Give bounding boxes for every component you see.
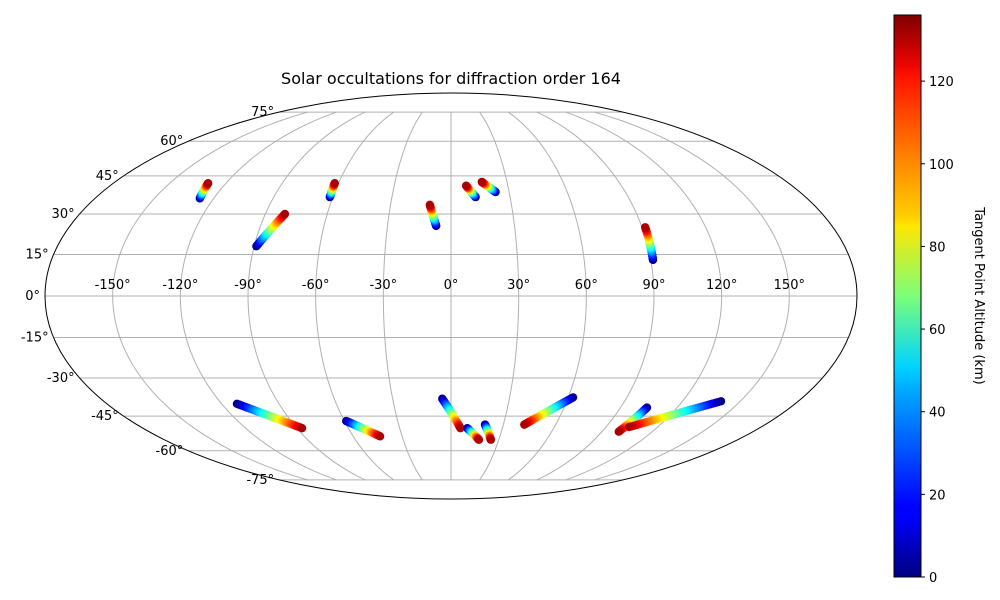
data-point [425,200,435,210]
colorbar [893,14,922,578]
chart-title: Solar occultations for diffraction order… [281,69,621,88]
colorbar-tick-label: 100 [929,158,954,173]
colorbar-tick-label: 60 [929,323,946,338]
occultation-track [477,177,500,197]
colorbar-tick-label: 120 [929,75,954,90]
occultation-track [252,209,290,251]
occultation-track [325,179,339,202]
x-tick-labels: -150° -120° -90° -60° -30° 0° 30° 60° 90° 120° 150… [95,278,805,293]
data-point [375,432,385,441]
x-tick-label: -150° [95,278,131,293]
occultation-track [425,200,441,231]
x-tick-label: -90° [234,278,262,293]
data-point [614,427,623,436]
y-tick-label: -75° [246,473,274,488]
x-tick-label: 0° [444,278,459,293]
y-tick-label: 30° [52,207,75,222]
x-tick-label: 30° [507,278,530,293]
data-point [456,423,465,433]
occultation-track [480,420,496,444]
data-point [520,420,529,429]
y-tick-label: -15° [21,331,49,346]
occultation-track [463,423,484,444]
y-tick-label: -30° [47,371,75,386]
x-tick-label: -30° [369,278,397,293]
occultation-track [232,399,307,433]
y-tick-label: 60° [160,134,183,149]
occultation-track [461,181,480,202]
y-tick-label: 0° [25,289,40,304]
grid [45,111,857,481]
y-tick-label: 75° [251,105,274,120]
colorbar-tick-label: 20 [929,488,946,503]
occultation-track [520,393,578,429]
y-tick-label: 15° [26,247,49,262]
y-tick-label: -45° [91,409,119,424]
data-point [203,179,213,188]
data-point [297,423,307,433]
x-tick-label: 120° [706,278,737,293]
data-points [195,177,726,444]
occultation-track [438,394,465,433]
occultation-track [195,179,213,203]
occultation-track [641,223,658,265]
x-tick-label: 150° [774,278,805,293]
data-point [641,223,650,232]
x-tick-label: 60° [575,278,598,293]
x-tick-label: -60° [302,278,330,293]
occultation-track [341,416,385,441]
map-boundary [44,92,858,500]
colorbar-tick-label: 80 [929,240,946,255]
x-tick-label: -120° [162,278,198,293]
data-point [474,435,484,444]
data-point [461,181,471,190]
data-point [477,177,486,187]
data-point [330,179,339,188]
data-point [280,209,290,219]
y-tick-label: 45° [96,169,119,184]
x-tick-label: 90° [642,278,665,293]
colorbar-tick-label: 40 [929,406,946,421]
colorbar-tick-label: 0 [929,571,937,586]
data-point [625,422,634,432]
y-tick-label: -60° [156,444,184,459]
occultation-track [625,397,726,432]
y-tick-labels: 75° 60° 45° 30° 15° 0° -15° -30° -45° -60° -75° [21,105,274,488]
data-point [486,435,496,444]
colorbar-label: Tangent Point Altitude (km) [971,206,986,384]
colorbar-ticks: 0 20 40 60 80 100 120 [921,75,954,586]
